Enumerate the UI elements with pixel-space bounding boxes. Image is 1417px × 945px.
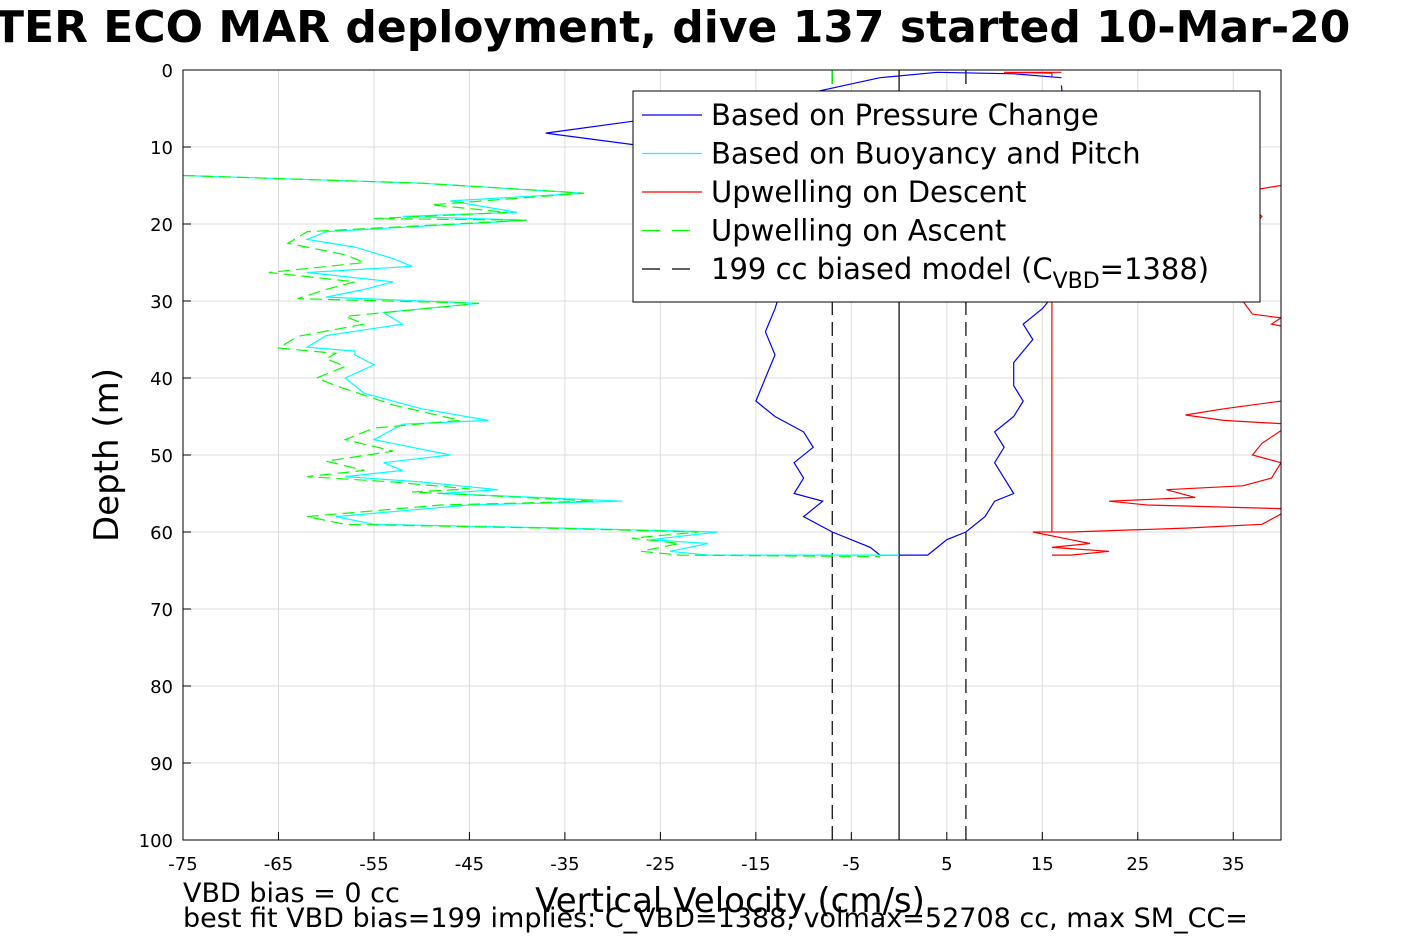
legend-label: Based on Buoyancy and Pitch [711,137,1141,171]
y-tick-labels: 0 10 20 30 40 50 60 70 80 90 100 [139,61,173,852]
legend-label: Based on Pressure Change [711,98,1099,132]
x-tick-label: -25 [646,854,675,875]
legend: Based on Pressure Change Based on Buoyanc… [632,90,1261,303]
y-tick-label: 100 [139,831,173,852]
y-tick-label: 40 [150,369,173,390]
y-tick-label: 10 [150,138,173,159]
series-line [183,174,881,558]
series-line [1004,71,1062,78]
legend-label: Upwelling on Ascent [711,214,1006,248]
x-tick-label: -55 [359,854,388,875]
x-tick-label: -65 [264,854,293,875]
x-tick-label: -5 [842,854,860,875]
y-tick-label: 50 [150,446,173,467]
legend-suffix: =1388) [1100,252,1209,286]
y-axis-label: Depth (m) [87,368,127,542]
x-tick-label: 15 [1031,854,1054,875]
x-tick-label: -45 [455,854,484,875]
y-tick-label: 60 [150,523,173,544]
y-tick-label: 90 [150,754,173,775]
legend-label: Upwelling on Descent [711,175,1027,209]
y-tick-label: 70 [150,600,173,621]
x-tick-label: 5 [941,854,952,875]
vbd-bias-note: VBD bias = 0 cc [183,878,400,909]
x-axis-label: Vertical Velocity (cm/s) [535,881,925,921]
y-tick-label: 0 [162,61,173,82]
y-tick-label: 30 [150,292,173,313]
x-tick-labels: -75 -65 -55 -45 -35 -25 -15 -5 5 15 25 35 [168,854,1244,875]
best-fit-note: best fit VBD bias=199 implies: C_VBD=138… [183,903,1248,934]
chart-title: TER ECO MAR deployment, dive 137 started… [0,2,1351,53]
plot-frame [182,69,1282,841]
legend-subscript: VBD [1053,269,1100,294]
legend-box [632,90,1261,303]
x-tick-label: -15 [741,854,770,875]
y-tick-label: 20 [150,215,173,236]
series-line [183,174,900,556]
y-tick-label: 80 [150,677,173,698]
x-tick-label: -35 [550,854,579,875]
x-tick-label: 35 [1222,854,1245,875]
x-tick-label: 25 [1126,854,1149,875]
x-tick-label: -75 [168,854,197,875]
